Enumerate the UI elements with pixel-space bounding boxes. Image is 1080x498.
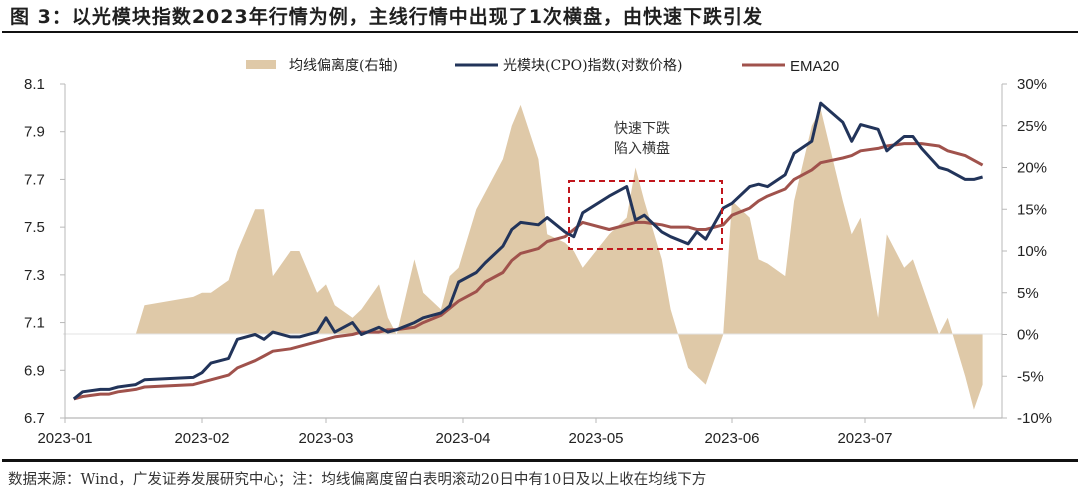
legend-label-area: 均线偏离度(右轴) [289,57,398,74]
title-rule [2,31,1078,33]
legend-label-ema: EMA20 [790,58,839,75]
legend-swatch-area [246,60,276,69]
left-tick-label: 8.1 [24,76,45,93]
left-tick-label: 7.9 [24,124,45,141]
left-tick-label: 6.7 [24,410,45,427]
x-tick-label: 2023-06 [704,430,759,447]
left-tick-label: 6.9 [24,362,45,379]
annotation-line-1: 快速下跌 [614,121,670,137]
figure-title: 图 3：以光模块指数2023年行情为例，主线行情中出现了1次横盘，由快速下跌引发 [10,6,763,28]
right-tick-label: -5% [1017,368,1044,385]
right-tick-label: 5% [1017,285,1039,302]
x-tick-label: 2023-04 [435,430,490,447]
ema20-line [73,142,984,401]
cpo-index-line [72,101,983,401]
right-tick-label: 15% [1017,201,1047,218]
annotation-line-2: 陷入横盘 [614,140,670,157]
source-rule [2,459,1078,462]
deviation-area [73,104,983,410]
x-axis-ticks: 2023-01 2023-02 2023-03 2023-04 2023-05 2023-… [37,418,893,447]
right-tick-label: 25% [1017,118,1047,135]
consolidation-annotation: 快速下跌 陷入横盘 [568,121,723,250]
right-tick-label: 20% [1017,160,1047,177]
left-tick-label: 7.3 [24,267,45,284]
ema20-path [73,142,984,401]
x-tick-label: 2023-03 [298,430,353,447]
right-tick-label: 0% [1017,327,1039,344]
right-axis-ticks: 30% 25% 20% 15% 10% 5% 0% -5% -10% [1002,76,1052,427]
deviation-area-path [73,104,983,410]
x-tick-label: 2023-05 [568,430,623,447]
left-tick-label: 7.5 [24,219,45,236]
source-note: 数据来源：Wind，广发证券发展研究中心；注：均线偏离度留白表明滚动20日中有1… [8,472,707,488]
left-axis-ticks: 8.1 7.9 7.7 7.5 7.3 7.1 6.9 6.7 [24,76,65,427]
right-tick-label: 30% [1017,76,1047,93]
x-tick-label: 2023-01 [37,430,92,447]
legend-label-index: 光模块(CPO)指数(对数价格) [503,58,682,74]
legend: 均线偏离度(右轴) 光模块(CPO)指数(对数价格) EMA20 [246,57,839,75]
cpo-index-path [72,101,983,401]
right-tick-label: 10% [1017,243,1047,260]
x-tick-label: 2023-07 [837,430,892,447]
x-tick-label: 2023-02 [174,430,229,447]
left-tick-label: 7.1 [24,315,45,332]
left-tick-label: 7.7 [24,171,45,188]
right-tick-label: -10% [1017,410,1052,427]
